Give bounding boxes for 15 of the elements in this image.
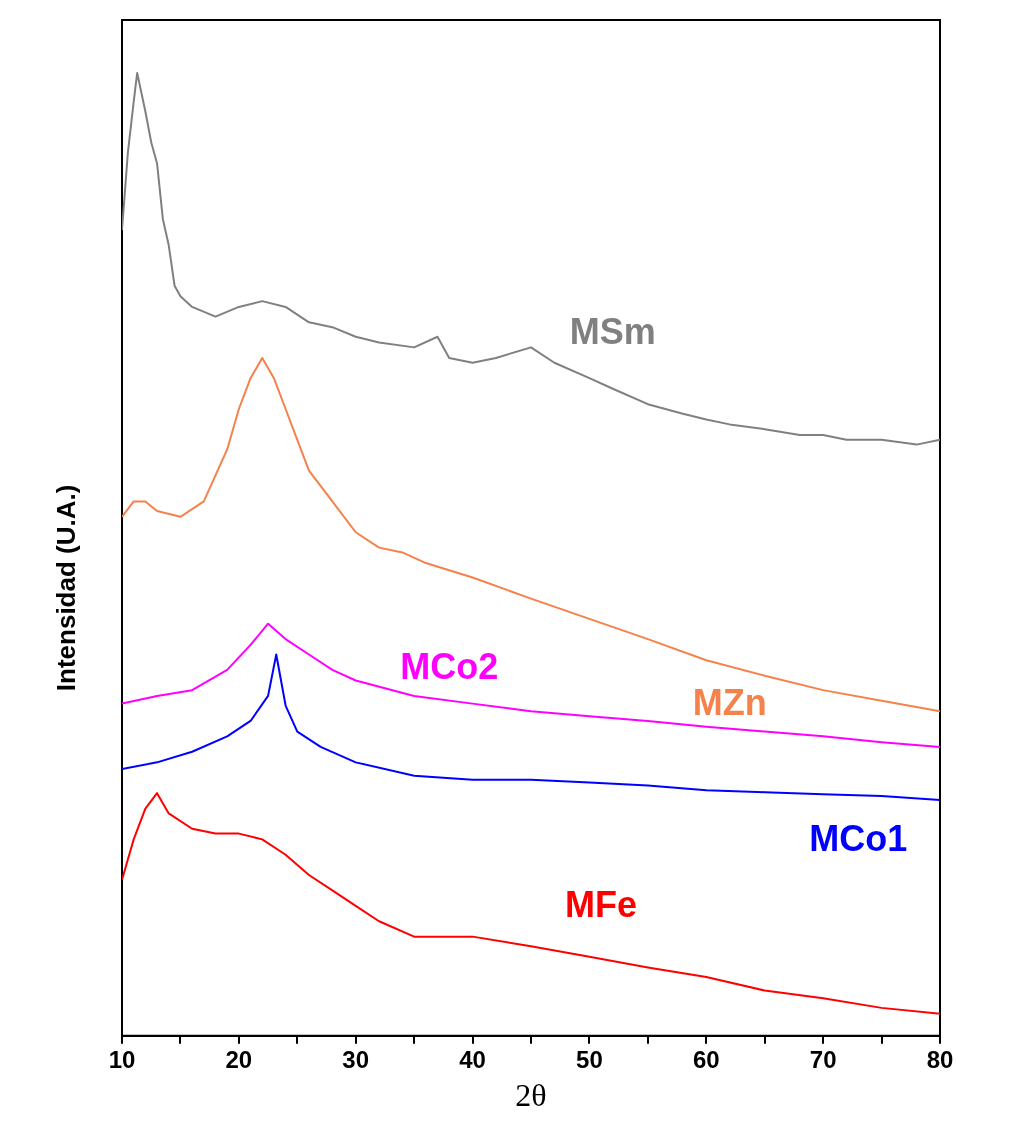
x-tick-label: 80 — [926, 1045, 954, 1073]
x-tick-label: 70 — [809, 1045, 837, 1073]
series-label: MSm — [569, 310, 656, 352]
series-label: MCo1 — [809, 817, 908, 859]
x-tick-label: 30 — [342, 1045, 370, 1073]
series-label: MFe — [565, 883, 638, 925]
y-axis-title: Intensidad (U.A.) — [51, 484, 82, 692]
series-label: MCo2 — [400, 645, 499, 687]
x-tick-label: 50 — [576, 1045, 603, 1073]
x-axis-title: 2θ — [515, 1077, 547, 1114]
x-tick-label: 20 — [225, 1045, 253, 1073]
x-tick-label: 60 — [692, 1045, 720, 1073]
series-label: MZn — [692, 682, 767, 724]
x-tick-label: 10 — [108, 1045, 136, 1073]
x-tick-label: 40 — [459, 1045, 486, 1073]
